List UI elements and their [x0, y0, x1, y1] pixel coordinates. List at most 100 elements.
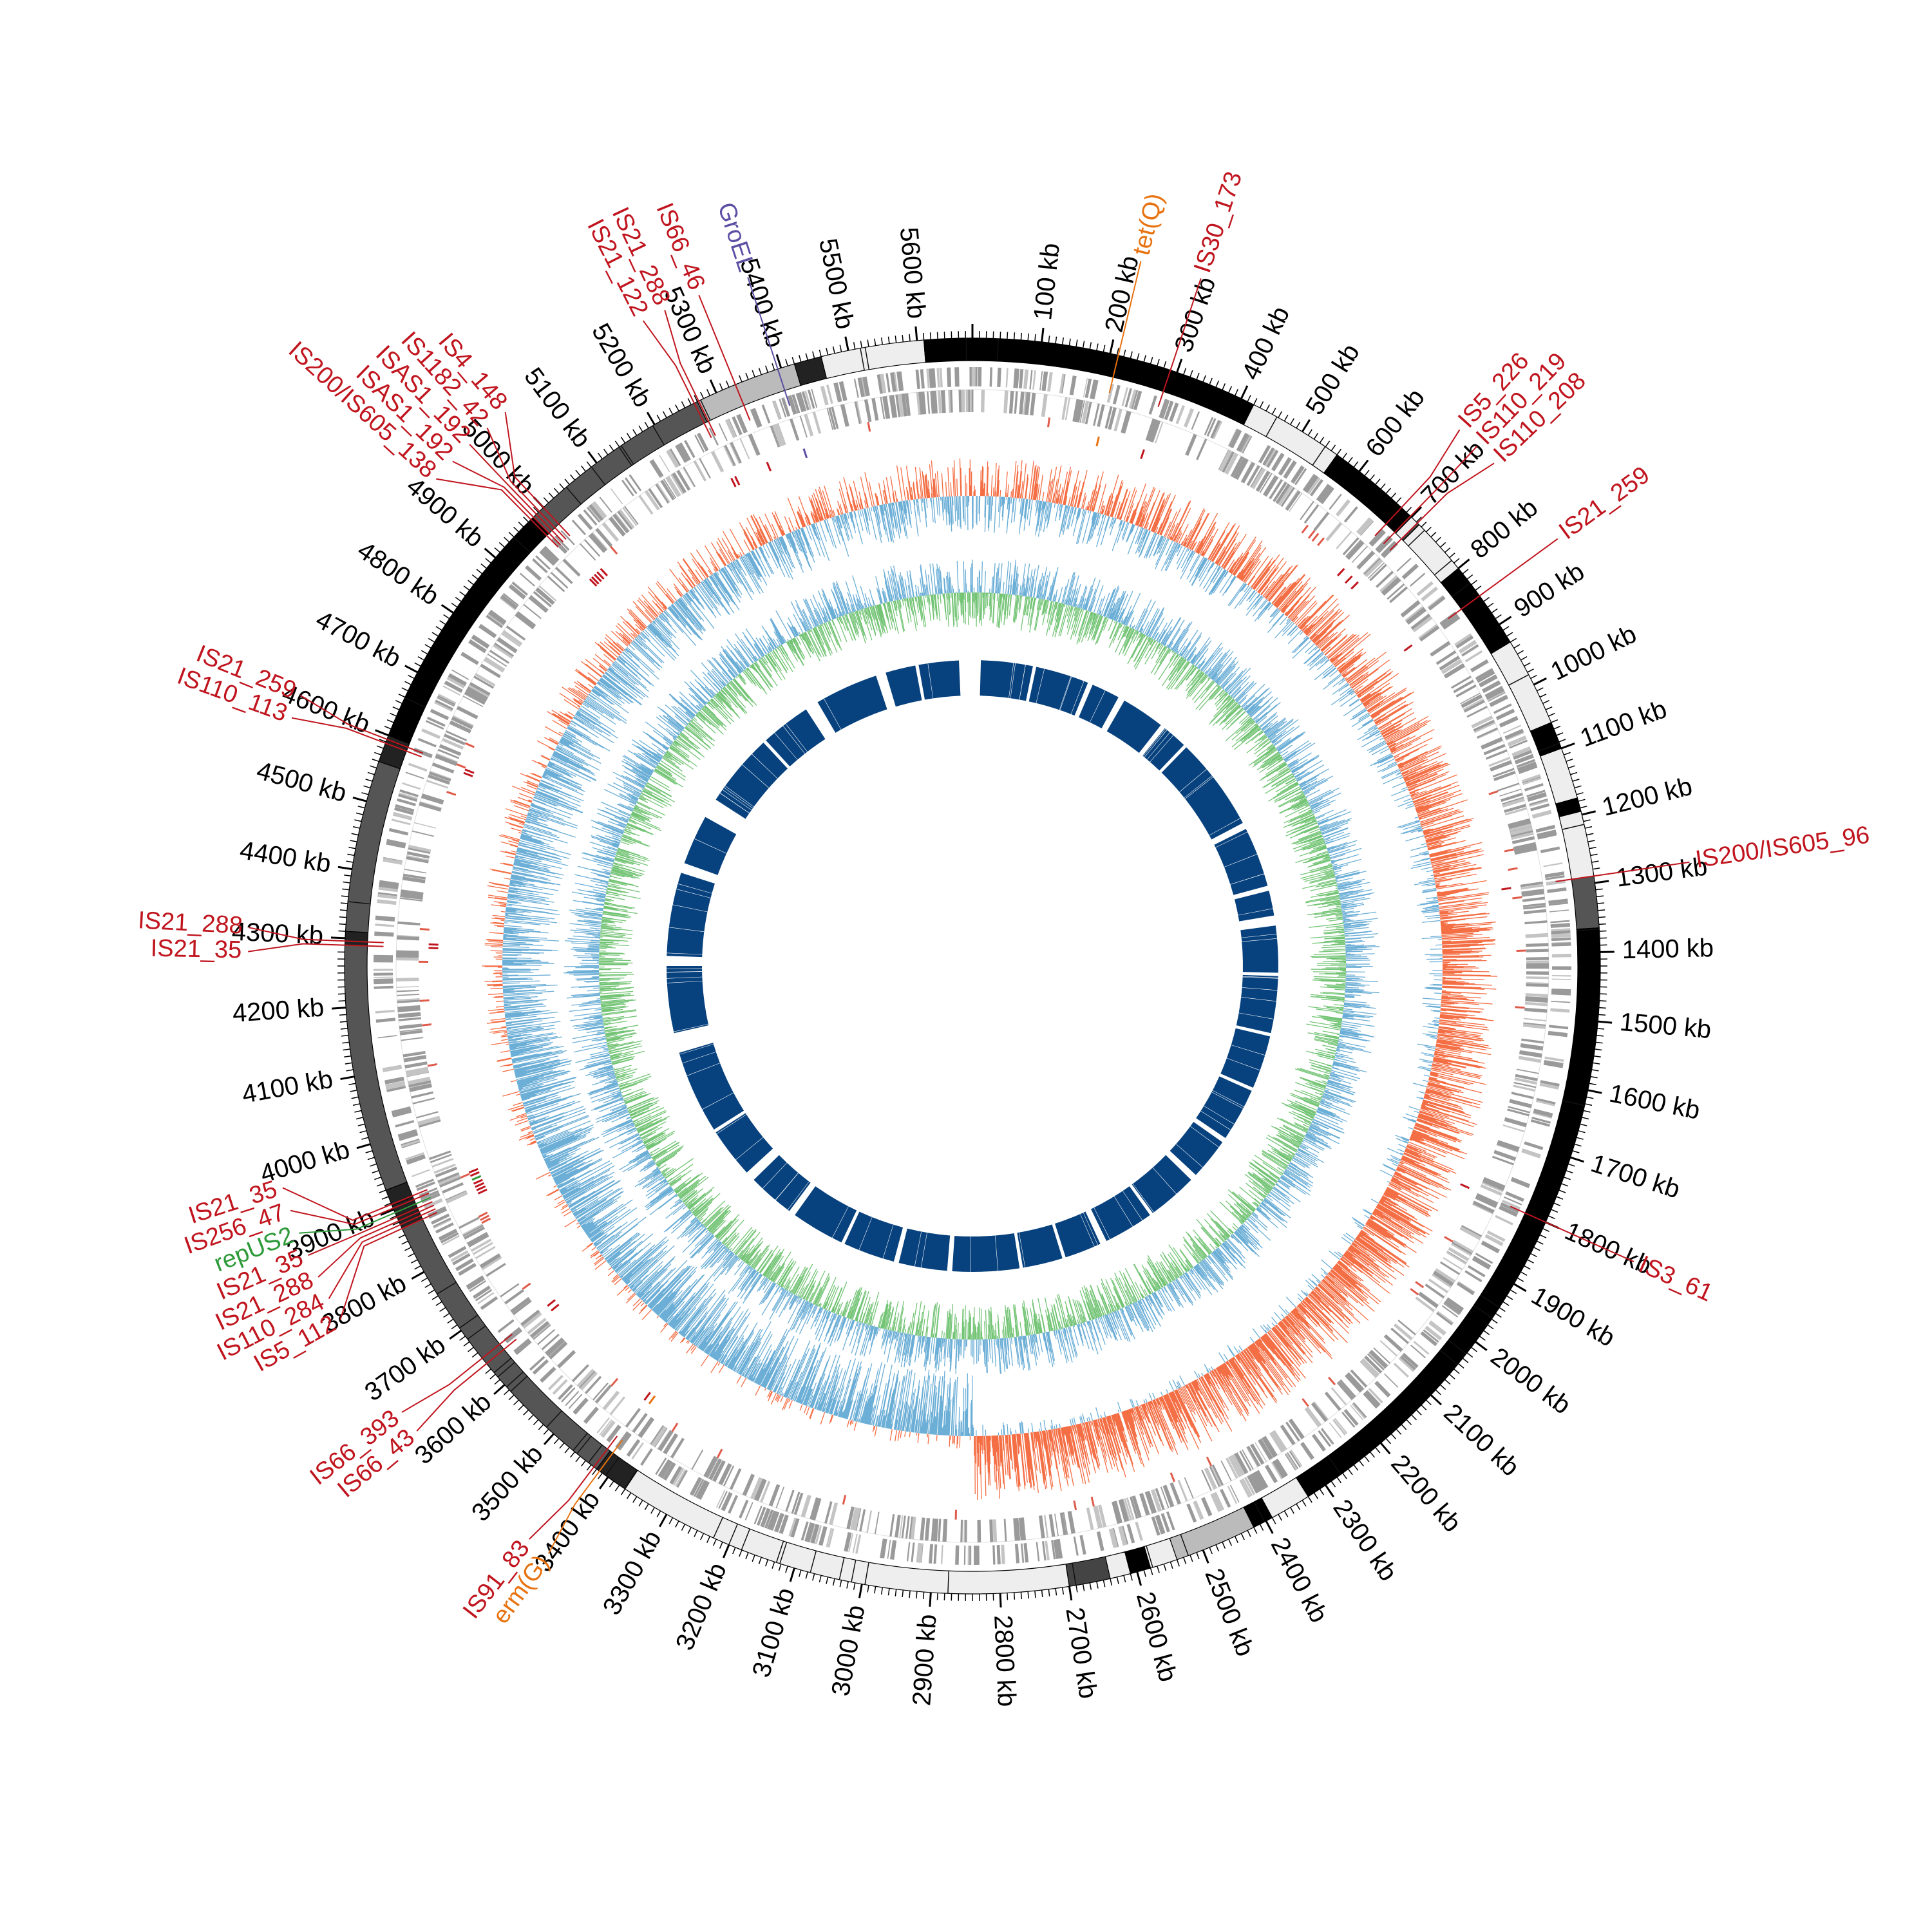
cds-feature: [468, 639, 487, 654]
minor-tick: [1542, 1228, 1549, 1232]
gc-skew-bar: [1437, 1034, 1482, 1042]
cds-feature: [1497, 1141, 1520, 1152]
minor-tick: [1553, 726, 1561, 730]
cds-feature: [1482, 680, 1501, 694]
tick-label: 1500 kb: [1618, 1008, 1712, 1044]
gc-skew-bar: [1039, 1422, 1042, 1432]
gc-skew-bar: [1090, 484, 1097, 511]
gc-skew-bar: [727, 1341, 744, 1368]
cds-feature: [926, 368, 930, 388]
gc-skew-bar: [1437, 892, 1459, 896]
gc-skew-bar: [1298, 637, 1309, 647]
contig-boundary-mark: [700, 399, 711, 421]
minor-tick: [1416, 516, 1422, 523]
cds-feature: [1550, 1008, 1570, 1013]
cds-feature: [1513, 844, 1537, 851]
cds-feature: [1044, 1515, 1049, 1538]
gc-skew-bar: [1287, 630, 1302, 645]
minor-tick: [351, 833, 359, 836]
cds-feature: [663, 1433, 679, 1455]
gc-skew-bar: [1368, 689, 1406, 714]
gc-skew-bar: [1279, 590, 1297, 611]
cds-feature: [1285, 490, 1301, 511]
cds-feature: [1551, 1000, 1571, 1003]
cds-feature: [1272, 1461, 1285, 1479]
gc-skew-bar: [983, 482, 985, 497]
cds-feature: [480, 1296, 498, 1311]
minor-tick: [603, 448, 609, 455]
minor-tick: [785, 1566, 788, 1573]
gc-skew-bar: [1296, 602, 1318, 625]
cds-feature: [818, 1526, 828, 1546]
gc-skew-bar: [1129, 509, 1135, 524]
gc-skew-bar: [1148, 492, 1166, 531]
cds-feature: [1113, 1501, 1122, 1524]
cds-feature: [764, 1509, 774, 1529]
minor-tick: [428, 1289, 435, 1294]
gc-skew-bar: [1362, 730, 1380, 741]
gc-skew-bar: [1034, 483, 1037, 500]
cds-feature: [689, 1477, 703, 1496]
cds-feature: [502, 630, 523, 646]
gc-skew-bar: [1240, 583, 1247, 592]
gc-skew-bar: [1202, 552, 1205, 556]
gc-skew-bar: [1298, 616, 1309, 627]
minor-tick: [609, 1481, 614, 1488]
cds-feature: [1482, 1180, 1504, 1191]
minor-tick: [909, 1591, 911, 1598]
gc-skew-bar: [1440, 1012, 1475, 1017]
rna-feature: [1504, 848, 1515, 853]
minor-tick: [1524, 662, 1531, 667]
cds-feature: [882, 396, 889, 419]
cds-feature: [409, 1083, 432, 1092]
gc-skew-bar: [1054, 1425, 1056, 1429]
gc-skew-bar: [1405, 1113, 1418, 1119]
cds-feature: [1497, 782, 1520, 791]
cds-feature: [694, 460, 707, 482]
gc-skew-bar: [1274, 582, 1294, 606]
gc-skew-bar: [1019, 1434, 1026, 1490]
gc-skew-bar: [1433, 1019, 1440, 1022]
gc-skew-bar: [1238, 545, 1262, 579]
minor-tick: [706, 1536, 710, 1543]
minor-tick: [395, 700, 402, 704]
major-tick: [543, 1433, 554, 1445]
cds-feature: [406, 1070, 430, 1077]
cds-feature: [971, 367, 976, 387]
contig-boundary-mark: [947, 1571, 950, 1594]
tick-label: 4900 kb: [401, 472, 489, 553]
contig-boundary-mark: [576, 1435, 592, 1454]
gc-skew-bar: [1219, 574, 1233, 594]
contig-boundary-mark: [348, 901, 371, 905]
gc-skew-bar: [1160, 1391, 1163, 1396]
gc-skew-bar: [1404, 762, 1446, 782]
cds-feature: [804, 413, 814, 437]
cds-feature: [459, 1264, 477, 1276]
minor-tick: [687, 1527, 692, 1534]
minor-tick: [867, 1585, 869, 1593]
gc-skew-bar: [1343, 659, 1367, 678]
gc-skew-bar: [1257, 569, 1276, 593]
gc-skew-bar: [1442, 951, 1471, 954]
major-tick: [844, 336, 849, 351]
cds-feature: [1511, 831, 1534, 840]
cds-feature: [1361, 1358, 1380, 1377]
rna-feature: [1047, 417, 1051, 428]
gc-skew-bar: [1439, 911, 1469, 915]
cds-feature: [1109, 1528, 1118, 1548]
cds-feature: [1537, 829, 1557, 838]
cds-feature: [855, 1534, 862, 1554]
minor-tick: [1143, 355, 1146, 363]
gc-skew-bar: [1092, 507, 1094, 512]
gc-skew-bar: [1439, 902, 1488, 909]
gc-skew-bar: [1442, 971, 1490, 972]
cds-feature: [978, 367, 981, 387]
minor-tick: [459, 1336, 466, 1341]
minor-tick: [1061, 337, 1065, 345]
tick-label: 1000 kb: [1546, 620, 1641, 686]
cds-feature: [1210, 419, 1221, 439]
gc-skew-bar: [1069, 1419, 1072, 1426]
minor-tick: [1439, 542, 1446, 548]
cds-feature: [1331, 1387, 1347, 1406]
cds-feature: [1481, 737, 1503, 750]
